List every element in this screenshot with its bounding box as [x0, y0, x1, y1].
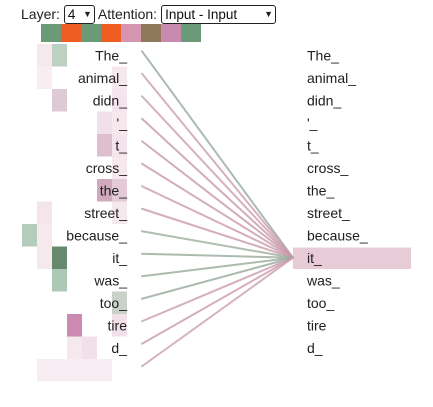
left-token[interactable]: the_ — [100, 182, 127, 198]
head-swatch-7[interactable] — [161, 24, 181, 42]
heatmap-cell — [67, 359, 82, 382]
heatmap-cell — [112, 134, 127, 157]
right-token[interactable]: was_ — [306, 272, 340, 288]
attention-line — [141, 207, 294, 259]
right-token[interactable]: because_ — [307, 227, 368, 243]
left-token[interactable]: The_ — [95, 47, 127, 63]
attention-line — [141, 256, 294, 345]
left-token[interactable]: animal_ — [78, 70, 127, 86]
heatmap-cell — [112, 291, 127, 314]
right-token[interactable]: tire — [307, 317, 327, 333]
attention-select-value: Input - Input — [165, 6, 238, 22]
attention-line — [141, 72, 294, 259]
heatmap-cell — [112, 314, 127, 337]
controls-bar: Layer: 4 ▼ Attention: Input - Input ▼ — [21, 4, 279, 24]
heatmap-cell — [67, 336, 82, 359]
heatmap-cell — [22, 224, 37, 247]
attention-line — [141, 256, 294, 300]
attention-label: Attention: — [97, 6, 158, 22]
heatmap-cell — [112, 156, 127, 179]
attention-line — [141, 162, 294, 259]
heatmap-cell — [67, 314, 82, 337]
right-token[interactable]: cross_ — [307, 160, 348, 176]
heatmap-cell — [97, 359, 112, 382]
right-token[interactable]: didn_ — [307, 92, 341, 108]
right-token[interactable]: t_ — [307, 137, 319, 153]
heatmap-cell — [82, 359, 97, 382]
attention-select[interactable]: Input - Input ▼ — [161, 4, 277, 24]
heatmap-cell — [112, 89, 127, 112]
heatmap-cell — [82, 336, 97, 359]
head-swatch-8[interactable] — [181, 24, 201, 42]
left-token[interactable]: '_ — [117, 115, 128, 131]
attention-line — [141, 50, 294, 259]
heatmap-cell — [112, 179, 127, 202]
heatmap — [22, 44, 127, 382]
heatmap-cell — [52, 246, 67, 269]
attention-line — [141, 140, 294, 259]
head-swatch-4[interactable] — [101, 24, 121, 42]
right-token[interactable]: d_ — [307, 340, 323, 356]
heatmap-cell — [52, 269, 67, 292]
left-token-column: The_ animal_ didn_ '_ t_ cross_ the_ street_bec… — [66, 47, 127, 356]
heatmap-cell — [112, 201, 127, 224]
heatmap-cell — [97, 111, 112, 134]
right-token[interactable]: '_ — [307, 115, 318, 131]
head-swatches — [41, 24, 201, 42]
layer-label: Layer: — [21, 6, 60, 22]
layer-select[interactable]: 4 ▼ — [63, 4, 95, 24]
left-token[interactable]: cross_ — [86, 160, 127, 176]
attention-line — [141, 117, 294, 259]
left-token[interactable]: t_ — [115, 137, 127, 153]
left-token[interactable]: tire — [108, 317, 128, 333]
attention-lines — [141, 50, 294, 368]
heatmap-cell — [52, 44, 67, 67]
head-swatch-1[interactable] — [41, 24, 61, 42]
attention-line — [141, 95, 294, 259]
heatmap-cell — [112, 111, 127, 134]
right-token[interactable]: animal_ — [307, 70, 356, 86]
focus-token-highlight — [293, 247, 411, 269]
attention-line — [141, 256, 294, 368]
heatmap-cell — [37, 246, 52, 269]
chevron-down-icon: ▼ — [83, 9, 92, 19]
right-token[interactable]: The_ — [307, 47, 339, 63]
right-token[interactable]: the_ — [307, 182, 334, 198]
layer-select-value: 4 — [67, 6, 76, 22]
attention-line — [141, 256, 294, 323]
right-token[interactable]: too_ — [307, 295, 334, 311]
left-token[interactable]: street_ — [84, 205, 127, 221]
attention-line — [141, 252, 294, 259]
head-swatch-6[interactable] — [141, 24, 161, 42]
heatmap-cell — [97, 134, 112, 157]
attention-line — [141, 230, 294, 259]
left-token[interactable]: d_ — [111, 340, 127, 356]
focus-highlight — [293, 247, 411, 269]
left-token[interactable]: it_ — [112, 250, 127, 266]
left-token[interactable]: because_ — [66, 227, 127, 243]
left-token[interactable]: didn_ — [93, 92, 127, 108]
heatmap-cell — [37, 44, 52, 67]
right-token[interactable]: street_ — [307, 205, 350, 221]
heatmap-cell — [112, 66, 127, 89]
attention-line — [141, 185, 294, 259]
chevron-down-icon: ▼ — [264, 9, 274, 19]
head-swatch-5[interactable] — [121, 24, 141, 42]
left-token[interactable]: too_ — [100, 295, 127, 311]
heatmap-cell — [97, 179, 112, 202]
heatmap-cell — [37, 66, 52, 89]
heatmap-cell — [52, 359, 67, 382]
left-token[interactable]: was_ — [93, 272, 127, 288]
head-swatch-2[interactable] — [61, 24, 81, 42]
head-swatch-3[interactable] — [81, 24, 101, 42]
right-token[interactable]: it_ — [307, 250, 322, 266]
heatmap-cell — [37, 201, 52, 224]
heatmap-cell — [37, 359, 52, 382]
right-token-column: The_ animal_ didn_ '_ t_ cross_ the_ street_bec… — [306, 47, 368, 356]
heatmap-cell — [52, 89, 67, 112]
attention-line — [141, 256, 294, 278]
heatmap-cell — [37, 224, 52, 247]
